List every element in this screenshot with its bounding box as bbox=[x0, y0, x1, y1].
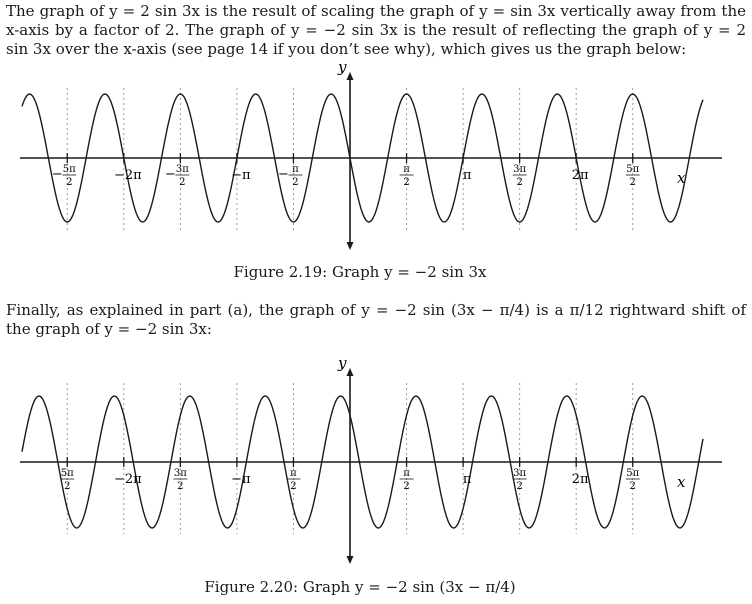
tick-label-denominator: 2 bbox=[630, 481, 636, 492]
tick-label-numerator: 5π bbox=[63, 164, 76, 175]
tick-label-denominator: 2 bbox=[516, 177, 522, 188]
tick-label-numerator: 5π bbox=[626, 468, 639, 479]
tick-label: −π bbox=[231, 472, 251, 487]
tick-label-numerator: 3π bbox=[513, 164, 526, 175]
paragraph-shift: Finally, as explained in part (a), the g… bbox=[6, 301, 746, 338]
y-axis-arrow-up bbox=[346, 72, 354, 80]
tick-label: 2π bbox=[572, 472, 589, 487]
y-axis-arrow-down bbox=[346, 242, 354, 250]
tick-label-denominator: 2 bbox=[292, 177, 298, 188]
tick-label-numerator: π bbox=[403, 164, 410, 175]
y-axis-label: y bbox=[337, 354, 347, 372]
tick-label-denominator: 2 bbox=[177, 481, 183, 492]
tick-label-denominator: 2 bbox=[516, 481, 522, 492]
tick-label-sign: − bbox=[278, 167, 289, 182]
tick-label-numerator: 3π bbox=[176, 164, 189, 175]
tick-label-denominator: 2 bbox=[403, 481, 409, 492]
y-axis-label: y bbox=[337, 58, 347, 76]
tick-label: π bbox=[463, 168, 472, 183]
series-line bbox=[21, 395, 704, 529]
tick-label: −2π bbox=[114, 472, 142, 487]
tick-label-numerator: 5π bbox=[61, 468, 74, 479]
tick-label: π bbox=[463, 472, 472, 487]
tick-label-numerator: 3π bbox=[513, 468, 526, 479]
tick-label-numerator: π bbox=[290, 468, 297, 479]
tick-label-denominator: 2 bbox=[290, 481, 296, 492]
series-line bbox=[21, 93, 704, 223]
tick-label-denominator: 2 bbox=[64, 481, 70, 492]
x-axis-label: x bbox=[677, 169, 686, 187]
tick-label-sign: − bbox=[52, 167, 63, 182]
tick-label: 2π bbox=[572, 168, 589, 183]
tick-label-numerator: 3π bbox=[174, 468, 187, 479]
y-axis-arrow-up bbox=[346, 368, 354, 376]
tick-label-numerator: π bbox=[403, 468, 410, 479]
tick-label: −π bbox=[231, 168, 251, 183]
figure-2-20-caption: Figure 2.20: Graph y = −2 sin (3x − π/4) bbox=[204, 578, 516, 596]
tick-label-sign: − bbox=[165, 167, 176, 182]
tick-label: −2π bbox=[114, 168, 142, 183]
tick-label-denominator: 2 bbox=[403, 177, 409, 188]
tick-label-denominator: 2 bbox=[66, 177, 72, 188]
x-axis-label: x bbox=[677, 473, 686, 491]
y-axis-arrow-down bbox=[346, 556, 354, 564]
tick-label-numerator: π bbox=[292, 164, 299, 175]
paragraph-intro: The graph of y = 2 sin 3x is the result … bbox=[6, 2, 746, 58]
tick-label-numerator: 5π bbox=[626, 164, 639, 175]
tick-label-denominator: 2 bbox=[179, 177, 185, 188]
figure-2-19-caption: Figure 2.19: Graph y = −2 sin 3x bbox=[233, 263, 487, 281]
tick-label-denominator: 2 bbox=[630, 177, 636, 188]
